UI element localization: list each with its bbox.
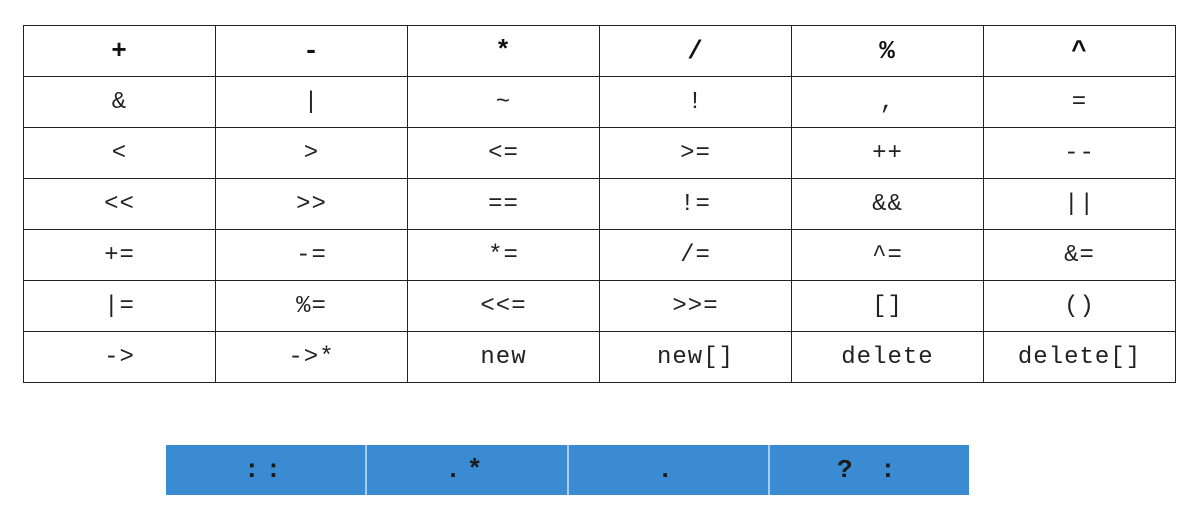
table-row: += -= *= /= ^= &= [23, 229, 1176, 281]
operator-cell: ? : [836, 455, 902, 485]
operator-cell: &= [983, 229, 1176, 281]
table-row: & | ~ ! , = [23, 76, 1176, 128]
operator-cell: |= [23, 280, 216, 332]
table-row: |= %= <<= >>= [] () [23, 280, 1176, 332]
operator-cell: :: [166, 445, 368, 495]
operator-cell: / [599, 25, 792, 77]
operator-cell: == [407, 178, 600, 230]
operator-cell: < [23, 127, 216, 179]
operator-cell: + [23, 25, 216, 77]
operator-cell: != [599, 178, 792, 230]
operator-cell: ! [599, 76, 792, 128]
operator-cell: ^= [791, 229, 984, 281]
operator-cell: ++ [791, 127, 984, 179]
operator-cell: * [407, 25, 600, 77]
operator-cell: >> [215, 178, 408, 230]
operator-cell: . [569, 445, 770, 495]
operator-cell: ^ [983, 25, 1176, 77]
operator-cell: [] [791, 280, 984, 332]
operator-cell: *= [407, 229, 600, 281]
operator-cell: >= [599, 127, 792, 179]
operator-cell: % [791, 25, 984, 77]
operator-cell: && [791, 178, 984, 230]
operator-cell: || [983, 178, 1176, 230]
operator-cell: += [23, 229, 216, 281]
operator-cell: >>= [599, 280, 792, 332]
operator-cell: .* [367, 445, 569, 495]
operator-cell: () [983, 280, 1176, 332]
overloadable-operators-table: + - * / % ^ & | ~ ! , = < > <= >= ++ -- … [23, 25, 1176, 383]
table-row: + - * / % ^ [23, 25, 1176, 77]
operator-cell: & [23, 76, 216, 128]
operator-cell: delete[] [983, 331, 1176, 383]
operator-cell: new[] [599, 331, 792, 383]
table-row: -> ->* new new[] delete delete[] [23, 331, 1176, 383]
operator-cell: ->* [215, 331, 408, 383]
operator-cell: , [791, 76, 984, 128]
operator-cell: <= [407, 127, 600, 179]
table-row: < > <= >= ++ -- [23, 127, 1176, 179]
operator-cell: << [23, 178, 216, 230]
operator-cell: %= [215, 280, 408, 332]
operator-cell: -= [215, 229, 408, 281]
operator-cell: /= [599, 229, 792, 281]
operator-cell: new [407, 331, 600, 383]
operator-cell: <<= [407, 280, 600, 332]
operator-cell: delete [791, 331, 984, 383]
operator-cell: - [215, 25, 408, 77]
operator-cell: ~ [407, 76, 600, 128]
operator-cell: | [215, 76, 408, 128]
operator-cell: -> [23, 331, 216, 383]
operator-cell: > [215, 127, 408, 179]
operator-cell: -- [983, 127, 1176, 179]
operator-cell: = [983, 76, 1176, 128]
non-overloadable-operators-bar: :: .* . ? : [166, 445, 969, 495]
table-row: << >> == != && || [23, 178, 1176, 230]
